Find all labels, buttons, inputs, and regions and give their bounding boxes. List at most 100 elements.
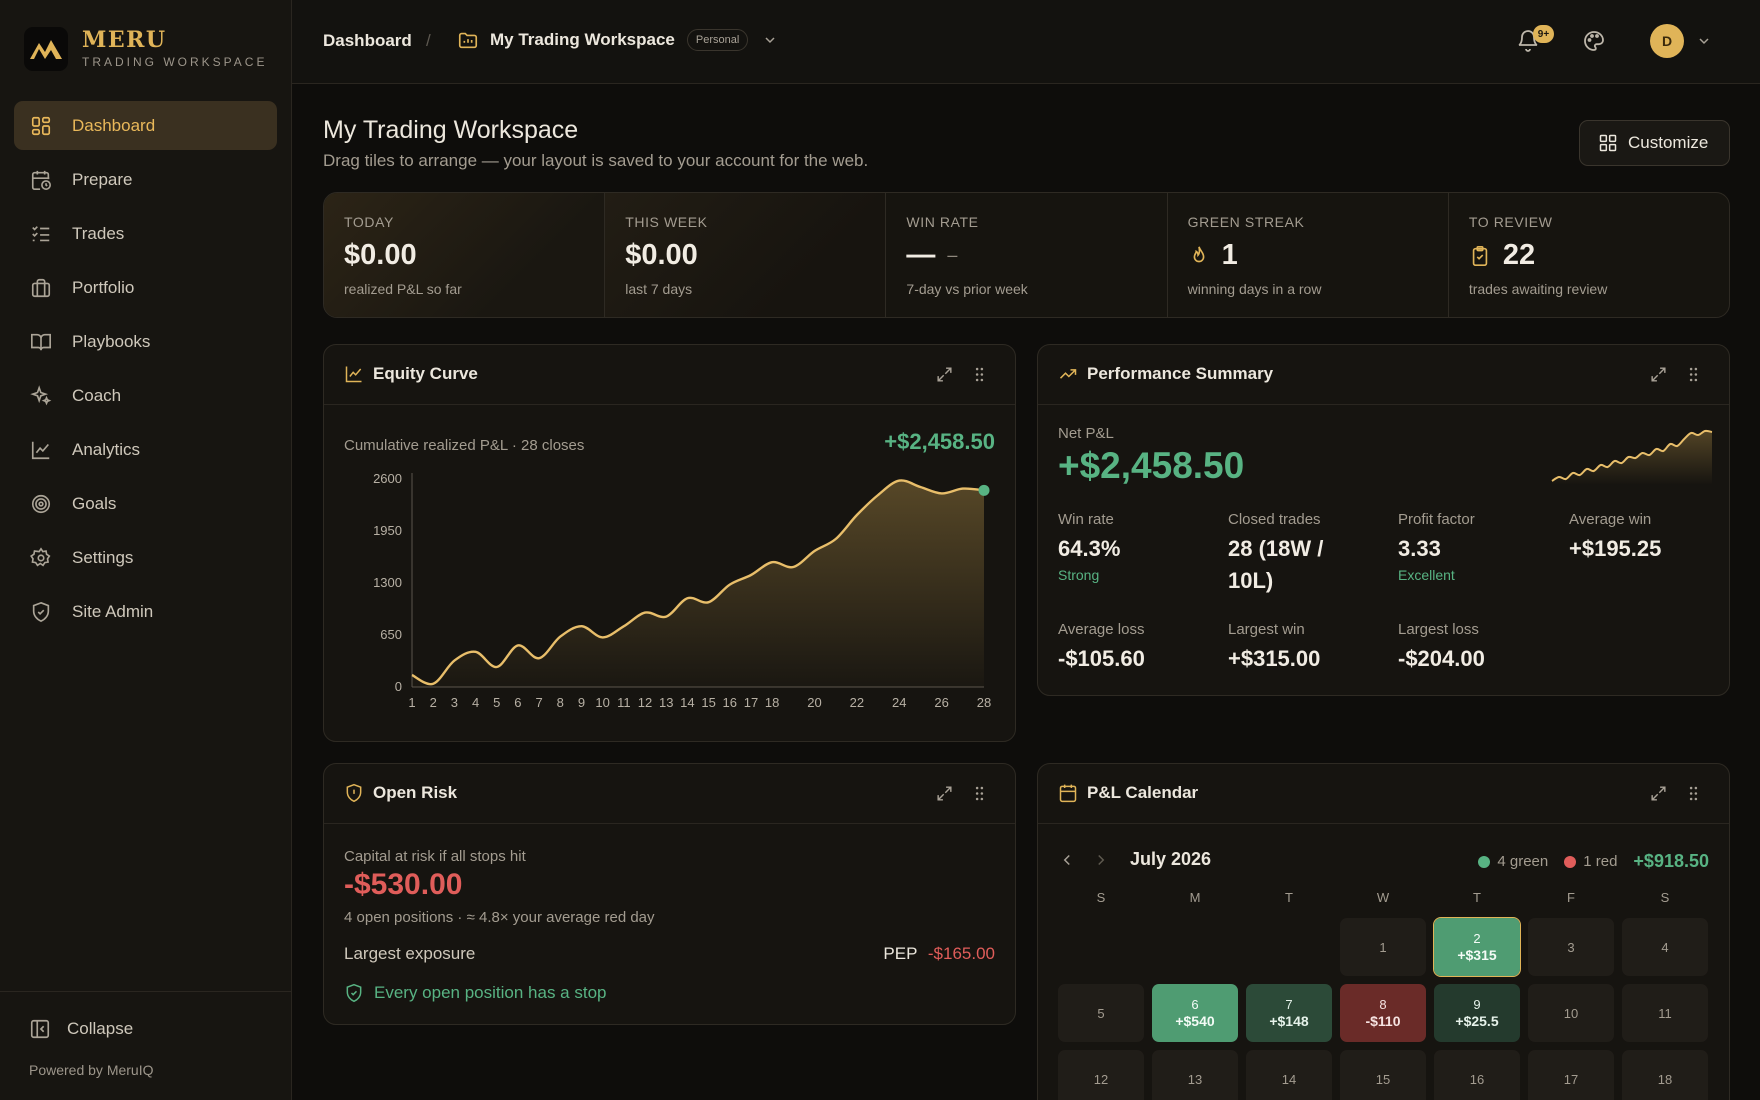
- stat-today: TODAY $0.00 realized P&L so far: [324, 193, 606, 317]
- risk-subtext: 4 open positions · ≈ 4.8× your average r…: [344, 909, 655, 926]
- x-tick-label: 11: [617, 695, 631, 710]
- weekday-label: T: [1285, 890, 1293, 905]
- expand-icon[interactable]: [1649, 365, 1668, 384]
- card-title-text: P&L Calendar: [1087, 783, 1199, 802]
- calendar-day[interactable]: 12: [1058, 1050, 1144, 1100]
- sidebar-item-analytics[interactable]: Analytics: [14, 425, 277, 474]
- drag-handle-icon[interactable]: [970, 784, 989, 803]
- sidebar-item-site-admin[interactable]: Site Admin: [14, 587, 277, 636]
- calendar-day[interactable]: 3: [1528, 918, 1614, 976]
- calendar-day[interactable]: 16: [1434, 1050, 1520, 1100]
- stat-to-review[interactable]: TO REVIEW 22 trades awaiting review: [1449, 193, 1729, 317]
- workspace-switcher[interactable]: My Trading Workspace Personal: [457, 29, 778, 51]
- card-title-text: Performance Summary: [1087, 364, 1274, 383]
- drag-handle-icon[interactable]: [1684, 784, 1703, 803]
- sidebar-item-coach[interactable]: Coach: [14, 371, 277, 420]
- sidebar-item-trades[interactable]: Trades: [14, 209, 277, 258]
- weekday-label: T: [1473, 890, 1481, 905]
- calendar-day[interactable]: 11: [1622, 984, 1708, 1042]
- chevron-down-icon[interactable]: [1696, 33, 1712, 49]
- shield-icon: [30, 601, 52, 623]
- x-tick-label: 10: [595, 695, 609, 710]
- notifications-bell-icon[interactable]: [1516, 29, 1540, 53]
- metric-value: -$105.60: [1058, 646, 1145, 671]
- breadcrumb-dashboard[interactable]: Dashboard: [323, 31, 412, 50]
- y-tick-label: 650: [380, 627, 402, 642]
- chevron-right-icon[interactable]: [1092, 851, 1110, 869]
- stops-ok-text: Every open position has a stop: [374, 983, 607, 1002]
- x-tick-label: 14: [680, 695, 694, 710]
- x-tick-label: 18: [765, 695, 779, 710]
- sidebar-item-dashboard[interactable]: Dashboard: [14, 101, 277, 150]
- dashboard-icon: [30, 115, 52, 137]
- calendar-day[interactable]: 2 +$315: [1433, 917, 1521, 977]
- chevron-down-icon[interactable]: [762, 32, 778, 48]
- shield-check-icon: [344, 983, 364, 1003]
- calendar-day[interactable]: 6 +$540: [1152, 984, 1238, 1042]
- calendar-day-number: 1: [1379, 939, 1387, 955]
- equity-point: [512, 639, 524, 651]
- sidebar-item-label: Trades: [72, 223, 125, 243]
- largest-exposure[interactable]: PEP -$165.00: [883, 944, 995, 964]
- calendar-day[interactable]: 10: [1528, 984, 1614, 1042]
- sidebar-item-playbooks[interactable]: Playbooks: [14, 317, 277, 366]
- stat-value-text: $0.00: [344, 239, 417, 271]
- chevron-left-icon[interactable]: [1058, 851, 1076, 869]
- calendar-day-number: 4: [1661, 939, 1669, 955]
- equity-point: [893, 475, 905, 487]
- x-tick-label: 2: [430, 695, 437, 710]
- stat-sub: winning days in a row: [1187, 281, 1322, 297]
- calendar-day[interactable]: 8 -$110: [1340, 984, 1426, 1042]
- drag-handle-icon[interactable]: [1684, 365, 1703, 384]
- calendar-day[interactable]: 5: [1058, 984, 1144, 1042]
- sparkles-icon: [30, 384, 52, 407]
- metric-note: Excellent: [1398, 567, 1455, 583]
- calendar-day[interactable]: 17: [1528, 1050, 1614, 1100]
- topbar: Dashboard / My Trading Workspace Persona…: [292, 0, 1760, 84]
- customize-button[interactable]: Customize: [1579, 120, 1730, 166]
- equity-total: +$2,458.50: [884, 429, 995, 454]
- metric-label: Average win: [1569, 511, 1652, 528]
- metric-label: Win rate: [1058, 511, 1114, 528]
- workspace-badge: Personal: [686, 29, 749, 51]
- calendar-day[interactable]: 18: [1622, 1050, 1708, 1100]
- calendar-day[interactable]: 14: [1246, 1050, 1332, 1100]
- x-tick-label: 7: [535, 695, 542, 710]
- y-tick-label: 1950: [373, 523, 402, 538]
- equity-point: [851, 509, 863, 521]
- brand[interactable]: MERU TRADING WORKSPACE: [24, 27, 267, 71]
- calendar-day-number: 15: [1375, 1071, 1391, 1087]
- equity-point: [724, 579, 736, 591]
- clipboard-check-icon: [1469, 245, 1491, 267]
- exposure-symbol: PEP: [883, 944, 918, 963]
- equity-point: [809, 545, 821, 557]
- expand-icon[interactable]: [1649, 784, 1668, 803]
- sidebar-item-settings[interactable]: Settings: [14, 533, 277, 582]
- expand-icon[interactable]: [935, 784, 954, 803]
- card-tools: [1633, 784, 1703, 803]
- calendar-day[interactable]: 15: [1340, 1050, 1426, 1100]
- calendar-day[interactable]: 13: [1152, 1050, 1238, 1100]
- calendar-day[interactable]: 9 +$25.5: [1434, 984, 1520, 1042]
- workspace-name: My Trading Workspace: [490, 30, 675, 49]
- drag-handle-icon[interactable]: [970, 365, 989, 384]
- expand-icon[interactable]: [935, 365, 954, 384]
- card-tools: [1633, 365, 1703, 384]
- user-avatar[interactable]: D: [1650, 24, 1684, 58]
- calendar-day[interactable]: 1: [1340, 918, 1426, 976]
- sidebar-item-portfolio[interactable]: Portfolio: [14, 263, 277, 312]
- stat-strip: TODAY $0.00 realized P&L so far THIS WEE…: [323, 192, 1730, 318]
- metric-value: 3.33: [1398, 536, 1441, 561]
- sidebar-item-label: Dashboard: [72, 115, 156, 135]
- calendar-day-number: 2: [1473, 931, 1481, 946]
- collapse-button[interactable]: Collapse: [29, 1018, 133, 1040]
- calendar-day[interactable]: 4: [1622, 918, 1708, 976]
- card-tools: [919, 365, 989, 384]
- metric-label: Largest win: [1228, 621, 1305, 638]
- sidebar-item-goals[interactable]: Goals: [14, 479, 277, 528]
- theme-palette-icon[interactable]: [1582, 29, 1606, 53]
- calendar-day[interactable]: 7 +$148: [1246, 984, 1332, 1042]
- equity-curve-card: Equity Curve Cumulative realized P&L · 2…: [323, 344, 1016, 742]
- sidebar-item-prepare[interactable]: Prepare: [14, 155, 277, 204]
- calendar-day-number: 11: [1658, 1005, 1672, 1021]
